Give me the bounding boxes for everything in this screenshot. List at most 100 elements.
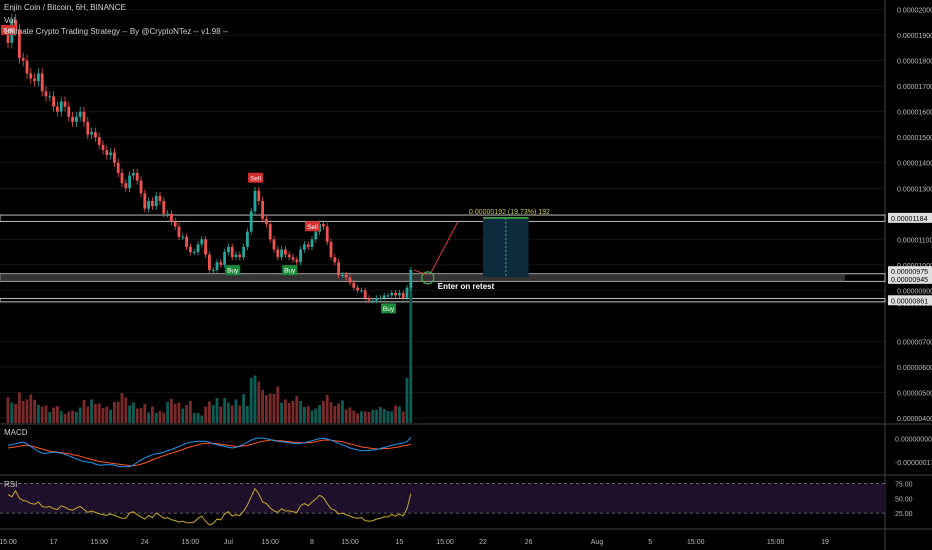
candle-body [158, 195, 162, 202]
volume-bar [44, 405, 48, 423]
volume-bars [6, 279, 413, 423]
volume-bar [405, 378, 409, 423]
price-tick-label: 0.00001600 [897, 110, 932, 117]
candle-body [170, 213, 173, 222]
time-tick-label: 26 [525, 539, 533, 546]
volume-bar [208, 401, 211, 423]
volume-bar [185, 405, 188, 423]
candle-body [398, 292, 401, 296]
candle-body [63, 101, 67, 107]
volume-bar [166, 402, 169, 423]
candle-body [253, 190, 257, 212]
volume-bar [268, 393, 272, 423]
volume-bar [113, 402, 116, 423]
time-tick-label: 15:00 [261, 539, 279, 546]
volume-bar [261, 390, 264, 423]
volume-bar [90, 399, 93, 423]
candle-body [276, 249, 280, 258]
candle-body [268, 223, 272, 240]
price-label-text: 0.00000861 [891, 298, 928, 305]
candle-body [249, 211, 253, 232]
volume-bar [215, 398, 219, 423]
volume-bar [94, 404, 97, 423]
candle-body [227, 246, 230, 253]
price-tick-label: 0.00000900 [897, 288, 932, 295]
price-tick-label: 0.00001300 [897, 186, 932, 193]
candle-body [52, 96, 55, 107]
volume-bar [333, 406, 337, 423]
volume-bar [276, 386, 280, 423]
rsi-panel [0, 483, 885, 526]
sell-signal-tag [305, 221, 320, 232]
candle-body [86, 121, 90, 135]
price-axis[interactable]: 0.00002000 0.00001900 0.00001800 0.00001700… [888, 8, 932, 518]
candle-body [379, 297, 382, 299]
buy-signal-tag [225, 265, 241, 276]
symbol-title: Enjin Coin / Bitcoin, 6H, BINANCE [4, 3, 126, 12]
price-label-box [888, 295, 932, 306]
volume-bar [318, 405, 321, 423]
candle-body [196, 244, 200, 253]
candle-body [265, 218, 268, 224]
candle-body [151, 201, 154, 207]
candle-body [356, 287, 359, 291]
volume-label: Vol [4, 16, 16, 25]
time-axis[interactable]: 15:00 17 15:00 24 15:00 Jul 15:00 8 15:00 15 15:00… [0, 539, 829, 546]
volume-bar [10, 402, 14, 423]
volume-bar [367, 412, 371, 423]
macd-line [7, 437, 412, 468]
volume-bar [344, 409, 348, 423]
candle-body [116, 162, 120, 173]
time-tick-label: 15:00 [341, 539, 359, 546]
volume-bar [21, 401, 25, 423]
volume-bar [249, 378, 253, 423]
candle-body [390, 292, 394, 296]
candle-body [124, 183, 128, 189]
candle-body [90, 132, 93, 135]
candle-body [166, 213, 169, 215]
volume-bar [6, 397, 10, 423]
volume-bar [109, 409, 112, 423]
candle-body [120, 172, 124, 184]
candle-body [75, 116, 78, 122]
candle-body [306, 244, 310, 247]
time-tick-label: 15:00 [0, 539, 17, 546]
volume-bar [230, 405, 234, 423]
volume-bar [329, 402, 333, 423]
candle-body [14, 19, 17, 31]
candle-body [25, 60, 29, 74]
target-arrow-up [430, 221, 459, 274]
candles [6, 13, 413, 304]
price-tick-label: 0.00000400 [897, 416, 932, 423]
time-tick-label: 15:00 [767, 539, 785, 546]
volume-bar [139, 408, 143, 423]
volume-bar [310, 410, 314, 423]
volume-bar [272, 394, 276, 423]
candle-body [40, 73, 44, 92]
volume-bar [173, 404, 177, 423]
candle-body [204, 239, 207, 255]
candle-body [257, 190, 261, 202]
candle-body [82, 111, 86, 122]
candle-body [44, 91, 48, 97]
candle-body [71, 116, 74, 122]
price-label-box [888, 266, 932, 277]
candle-body [181, 236, 185, 238]
candle-body [360, 290, 363, 292]
sell-signal-tag [248, 172, 263, 183]
time-tick-label: 15:00 [436, 539, 454, 546]
volume-bar [322, 401, 325, 423]
price-tick-label: 0.00000500 [897, 390, 932, 397]
sr-band [0, 214, 886, 222]
price-tick-label: 0.00001700 [897, 84, 932, 91]
candle-body [405, 287, 409, 298]
rsi-tick-label: 50.00 [895, 496, 913, 503]
candle-body [21, 58, 25, 61]
volume-bar [401, 411, 405, 423]
candle-body [234, 254, 238, 258]
volume-bar [192, 413, 196, 423]
volume-bar [382, 409, 386, 423]
candle-body [401, 292, 405, 298]
volume-bar [219, 406, 223, 423]
time-tick-label: Jul [224, 539, 233, 546]
